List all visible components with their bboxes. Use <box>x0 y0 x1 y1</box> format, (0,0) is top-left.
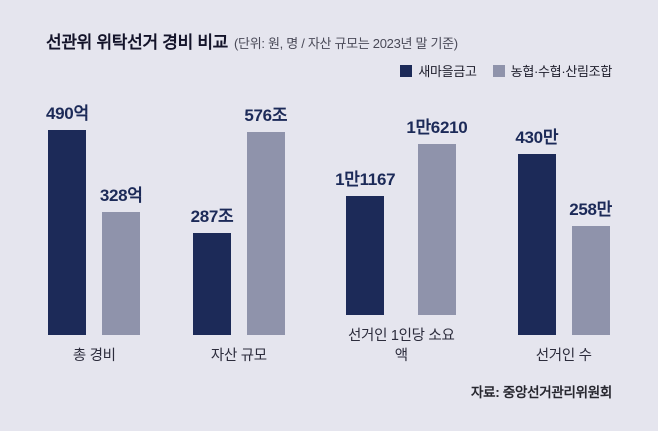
category-label: 선거인 1인당 소요액 <box>348 328 455 364</box>
legend-item-saemaul: 새마을금고 <box>400 61 477 80</box>
chart-group-elector-count: 430만 258만 선거인 수 <box>515 108 612 367</box>
bar-nonghyup <box>102 211 141 335</box>
source-credit: 자료: 중앙선거관리위원회 <box>471 385 612 400</box>
bar-column: 328억 <box>100 181 143 335</box>
chart-unit-note: (단위: 원, 명 / 자산 규모는 2023년 말 기준) <box>234 36 458 51</box>
legend: 새마을금고 농협·수협·산림조합 <box>400 61 612 80</box>
bar-pair: 1만1167 1만6210 <box>335 88 468 315</box>
category-label: 자산 규모 <box>210 347 267 364</box>
bar-column: 1만1167 <box>335 165 396 315</box>
bar-value-label: 258만 <box>569 199 612 219</box>
bar-value-label: 1만1167 <box>335 170 396 189</box>
chart-group-total-expense: 490억 328억 총 경비 <box>46 104 143 367</box>
bar-saemaul <box>346 196 385 315</box>
bar-pair: 430만 258만 <box>515 108 612 335</box>
bar-column: 430만 <box>515 123 558 335</box>
category-label: 선거인 수 <box>535 347 592 364</box>
bar-pair: 490억 328억 <box>46 104 143 335</box>
bar-column: 287조 <box>191 202 234 335</box>
bar-value-label: 576조 <box>244 105 288 125</box>
bar-pair: 287조 576조 <box>191 106 287 335</box>
bar-value-label: 287조 <box>190 206 234 226</box>
bar-column: 258만 <box>569 195 612 335</box>
chart-group-cost-per-elector: 1만1167 1만6210 선거인 1인당 소요액 <box>335 88 468 366</box>
bar-nonghyup <box>571 225 610 335</box>
bar-value-label: 328억 <box>99 185 143 205</box>
bar-saemaul <box>48 129 87 335</box>
bar-saemaul <box>192 232 231 335</box>
bar-value-label: 1만6210 <box>406 118 468 137</box>
bar-chart: 490억 328억 총 경비 287조 576조 <box>46 88 612 366</box>
legend-swatch-dark <box>400 64 413 77</box>
legend-swatch-gray <box>492 64 505 77</box>
bar-column: 490억 <box>46 99 89 335</box>
category-label: 총 경비 <box>72 347 116 364</box>
legend-item-nonghyup: 농협·수협·산림조합 <box>492 61 613 80</box>
bar-nonghyup <box>246 131 285 335</box>
bar-value-label: 490억 <box>46 103 89 123</box>
bar-column: 1만6210 <box>406 113 468 315</box>
bar-column: 576조 <box>244 101 287 335</box>
legend-label: 농협·수협·산림조합 <box>510 64 613 79</box>
chart-group-asset-size: 287조 576조 자산 규모 <box>191 106 288 367</box>
chart-title: 선관위 위탁선거 경비 비교 <box>46 33 229 52</box>
legend-label: 새마을금고 <box>418 64 477 79</box>
bar-nonghyup <box>417 144 456 315</box>
bar-value-label: 430만 <box>515 127 559 147</box>
bar-saemaul <box>517 153 556 335</box>
chart-header: 선관위 위탁선거 경비 비교 (단위: 원, 명 / 자산 규모는 2023년 말… <box>46 28 458 53</box>
